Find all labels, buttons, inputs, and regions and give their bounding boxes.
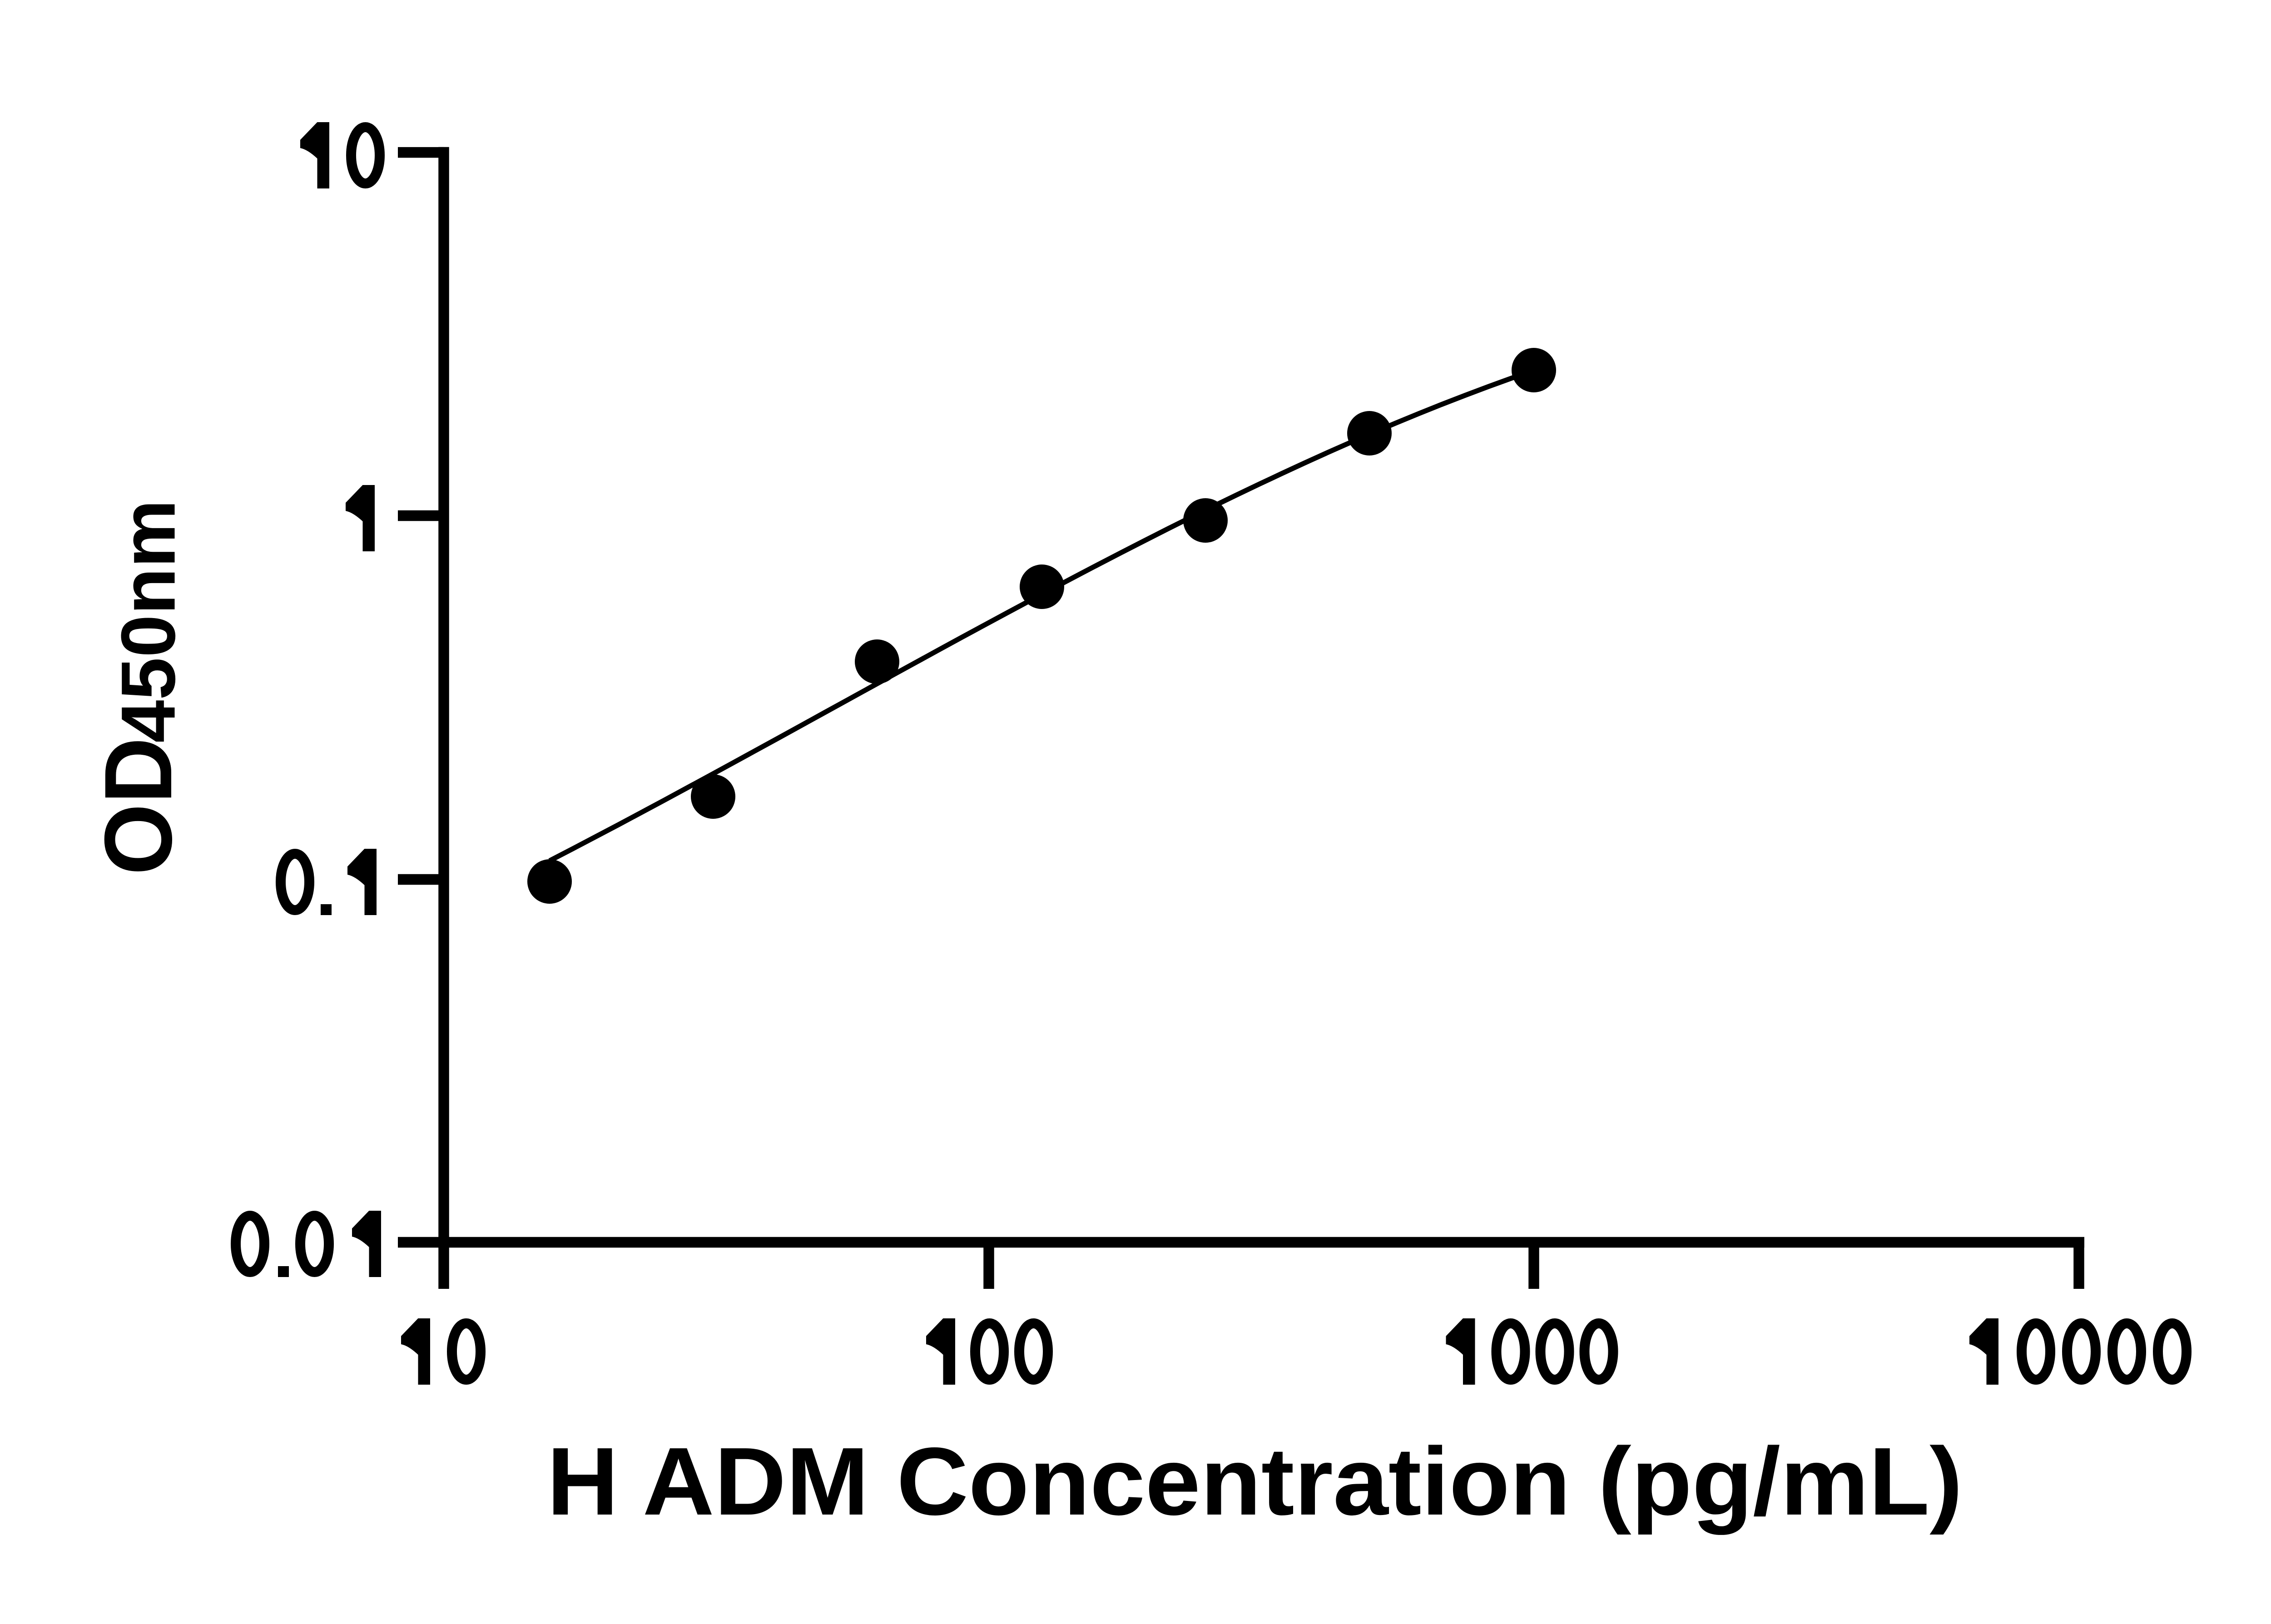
svg-text:H ADM Concentration (pg/mL): H ADM Concentration (pg/mL): [547, 1427, 1963, 1535]
svg-text:OD: OD: [84, 738, 192, 875]
svg-text:450nm: 450nm: [105, 500, 191, 743]
